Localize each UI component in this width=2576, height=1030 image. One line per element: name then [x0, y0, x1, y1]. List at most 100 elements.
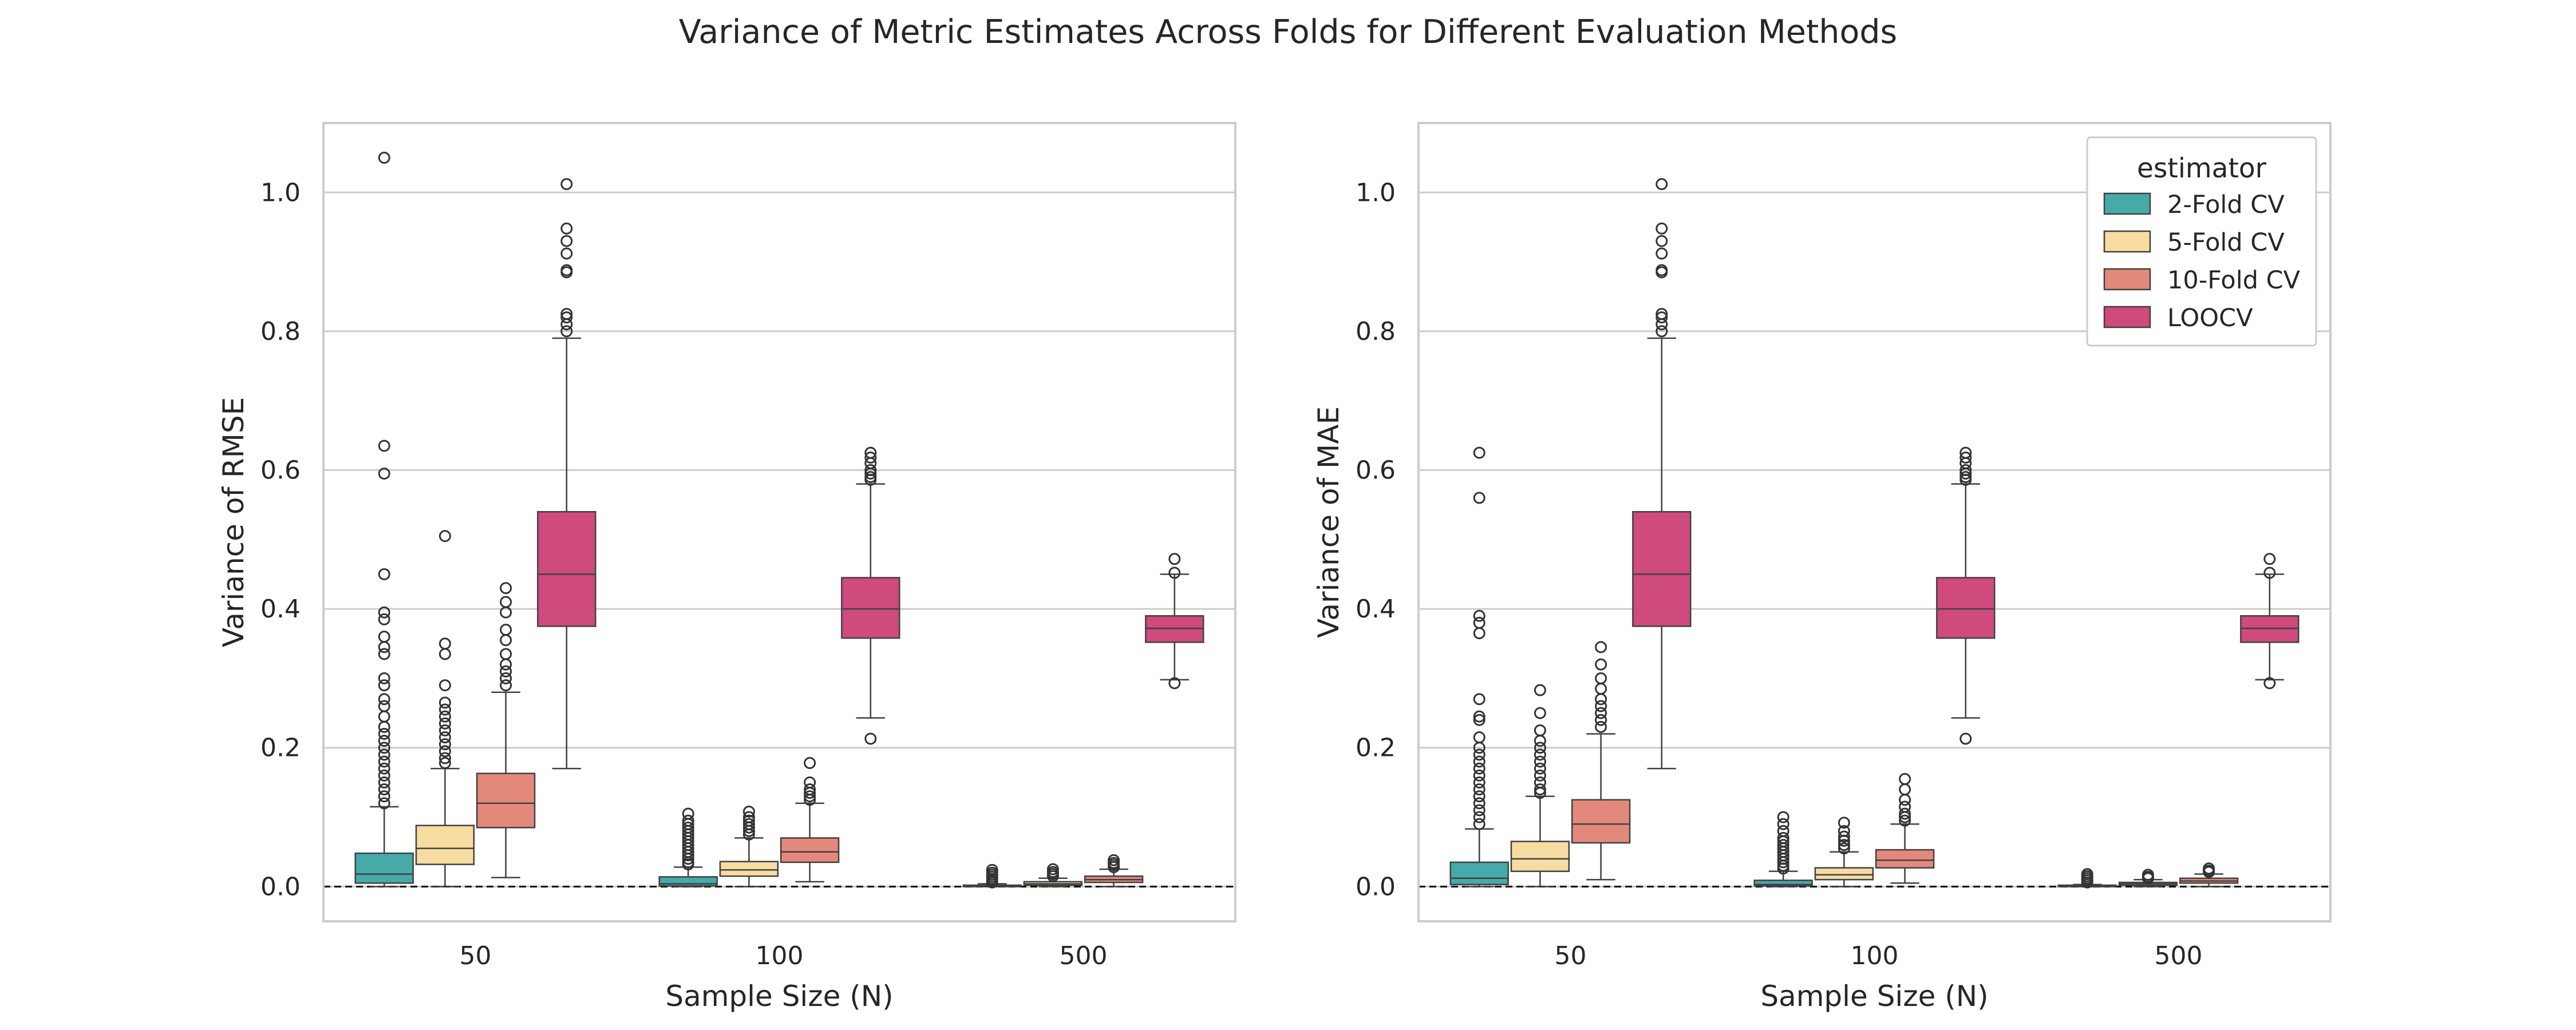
outlier-point — [1959, 732, 1972, 745]
outlier-point — [378, 727, 390, 740]
outlier-point — [986, 876, 998, 889]
box-body — [1875, 849, 1935, 869]
outlier-point — [378, 152, 390, 164]
outlier-point — [378, 606, 390, 619]
outlier-point — [1108, 861, 1120, 873]
outlier-point — [864, 451, 877, 464]
legend-swatch — [2103, 268, 2151, 291]
box-body — [658, 876, 718, 887]
outlier-point — [378, 720, 390, 733]
y-tick-label: 0.4 — [1356, 595, 1396, 624]
outlier-point — [1473, 776, 1485, 789]
outlier-point — [1595, 658, 1607, 671]
outlier-point — [1473, 818, 1485, 830]
legend-label: LOOCV — [2167, 304, 2253, 332]
legend-entry-10-fold-cv: 10-Fold CV — [2103, 266, 2301, 295]
outlier-point — [1899, 807, 1911, 820]
box-10-fold-cv-n100 — [1875, 772, 1935, 884]
outlier-point — [2203, 866, 2215, 878]
outlier-point — [378, 755, 390, 768]
box-5-fold-cv-n500 — [2118, 869, 2178, 888]
outlier-point — [378, 735, 390, 747]
outlier-point — [804, 787, 816, 799]
outlier-point — [560, 222, 573, 235]
outlier-point — [1473, 762, 1485, 775]
box-2-fold-cv-n50 — [354, 152, 414, 888]
axes-frame — [322, 122, 1236, 922]
outlier-point — [1534, 735, 1546, 747]
outlier-point — [1473, 748, 1485, 761]
outlier-point — [864, 468, 877, 480]
outlier-point — [1168, 677, 1181, 690]
outlier-point — [378, 769, 390, 782]
y-axis-label: Variance of MAE — [1312, 406, 1345, 638]
outlier-point — [804, 756, 816, 769]
outlier-point — [1473, 804, 1485, 817]
legend-swatch — [2103, 230, 2151, 253]
outlier-point — [1534, 684, 1546, 696]
outlier-point — [1595, 707, 1607, 719]
box-10-fold-cv-n100 — [780, 756, 840, 883]
outlier-point — [1046, 870, 1059, 882]
outlier-point — [378, 797, 390, 810]
outlier-point — [742, 805, 755, 818]
rmse-panel: 0.0 0.2 0.4 0.6 0.8 1.0 50 100 500 Sample Size (N… — [217, 122, 1236, 1013]
box-10-fold-cv-n500 — [1084, 854, 1144, 888]
y-tick-label: 0.0 — [260, 872, 301, 901]
outlier-point — [560, 247, 573, 260]
outlier-point — [500, 665, 512, 678]
outlier-point — [1777, 856, 1789, 869]
outlier-point — [560, 235, 573, 247]
outlier-point — [438, 530, 451, 542]
x-tick-label: 100 — [756, 941, 804, 970]
outlier-point — [2263, 566, 2276, 579]
outlier-point — [1534, 707, 1546, 719]
outlier-point — [1656, 325, 1668, 338]
y-tick-label: 0.6 — [1356, 456, 1396, 485]
outlier-point — [1534, 755, 1546, 768]
outlier-point — [378, 679, 390, 692]
legend-frame — [2086, 136, 2317, 347]
outlier-point — [1656, 178, 1668, 191]
legend-label: 2-Fold CV — [2167, 191, 2285, 219]
outlier-point — [500, 582, 512, 595]
box-2-fold-cv-n500 — [2057, 868, 2117, 889]
box-body — [1814, 867, 1874, 881]
outlier-point — [1534, 742, 1546, 754]
legend-title: estimator — [2137, 153, 2267, 184]
outlier-point — [1777, 811, 1789, 823]
box-loocv-n50 — [1632, 178, 1692, 770]
box-2-fold-cv-n100 — [658, 807, 718, 888]
y-tick-label: 0.6 — [260, 456, 301, 485]
outlier-point — [1534, 787, 1546, 799]
outlier-point — [378, 742, 390, 754]
outlier-point — [1899, 811, 1911, 823]
outlier-point — [1473, 742, 1485, 754]
box-5-fold-cv-n50 — [415, 530, 475, 888]
axes-frame — [1417, 122, 2332, 922]
outlier-point — [438, 717, 451, 730]
box-body — [1449, 861, 1509, 885]
y-tick-label: 0.0 — [1356, 872, 1396, 901]
outlier-point — [378, 762, 390, 775]
outlier-point — [804, 790, 816, 803]
outlier-point — [500, 672, 512, 684]
legend-entries: 2-Fold CV 5-Fold CV 10-Fold CV LOOCV — [2103, 191, 2301, 332]
outlier-point — [1595, 641, 1607, 653]
outlier-point — [1656, 235, 1668, 247]
outlier-point — [1838, 834, 1850, 847]
outlier-point — [1473, 783, 1485, 796]
outlier-point — [1534, 769, 1546, 782]
outlier-point — [1473, 769, 1485, 782]
x-tick-label: 500 — [1060, 941, 1108, 970]
outlier-point — [1656, 222, 1668, 235]
y-tick-label: 0.2 — [260, 734, 301, 763]
outlier-point — [1473, 627, 1485, 640]
outlier-point — [1595, 693, 1607, 706]
outlier-point — [1473, 797, 1485, 810]
outlier-point — [1168, 566, 1181, 579]
outlier-point — [378, 776, 390, 789]
outlier-point — [1838, 839, 1850, 851]
outlier-point — [560, 266, 573, 279]
outlier-point — [1959, 451, 1972, 464]
